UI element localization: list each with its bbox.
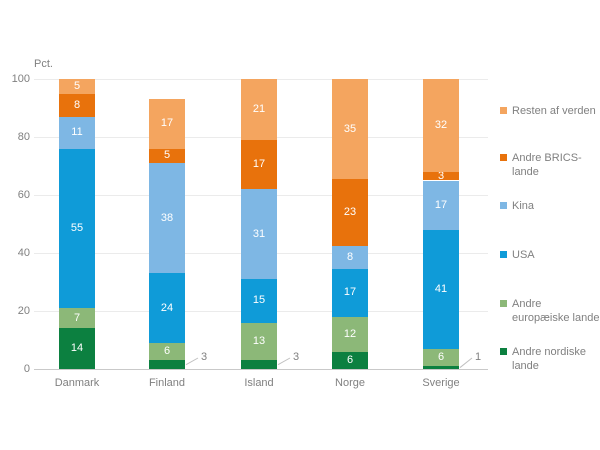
- x-axis-label-island: Island: [244, 377, 274, 389]
- y-axis-unit-label: Pct.: [34, 58, 53, 70]
- bar-segment-island-andre-europ-iske-lande: 13: [241, 322, 277, 361]
- segment-value-label: 17: [252, 158, 266, 171]
- bar-segment-danmark-resten-af-verden: 5: [59, 79, 95, 94]
- x-axis-label-danmark: Danmark: [54, 377, 100, 389]
- bar-segment-norge-andre-europ-iske-lande: 12: [332, 317, 368, 352]
- segment-value-label: 6: [346, 353, 354, 366]
- segment-value-label: 55: [70, 221, 84, 234]
- bar-segment-finland-usa: 24: [149, 273, 185, 343]
- bar-segment-sverige-andre-europ-iske-lande: 6: [423, 348, 459, 367]
- x-axis-label-finland: Finland: [148, 377, 186, 389]
- bar-segment-island-andre-brics-lande: 17: [241, 139, 277, 190]
- bar-segment-danmark-andre-nordiske-lande: 14: [59, 328, 95, 369]
- bar-segment-danmark-kina: 11: [59, 116, 95, 149]
- y-axis-tick-40: 40: [17, 247, 30, 259]
- bar-segment-sverige-resten-af-verden: 32: [423, 79, 459, 172]
- segment-value-label: 38: [160, 211, 174, 224]
- legend-label: Kina: [512, 200, 535, 212]
- legend-item-andre-europ-iske-lande: Andre europæiske lande: [500, 297, 600, 325]
- segment-value-label: 11: [71, 126, 83, 139]
- bar-segment-norge-resten-af-verden: 35: [332, 79, 368, 180]
- bar-segment-norge-kina: 8: [332, 245, 368, 269]
- bar-segment-danmark-andre-europ-iske-lande: 7: [59, 308, 95, 329]
- segment-value-label: 5: [163, 149, 171, 162]
- segment-value-label: 17: [160, 117, 174, 130]
- bar-segment-sverige-kina: 17: [423, 180, 459, 230]
- legend-label: USA: [512, 249, 535, 261]
- bar-segment-norge-andre-nordiske-lande: 6: [332, 351, 368, 369]
- bar-segment-island-kina: 31: [241, 189, 277, 280]
- legend-label: Resten af verden: [512, 105, 596, 117]
- outside-value-label-sverige: 1: [475, 351, 482, 363]
- leader-line-finland: [185, 357, 199, 366]
- segment-value-label: 8: [73, 98, 81, 111]
- legend-swatch-icon: [500, 107, 507, 114]
- segment-value-label: 14: [70, 342, 84, 355]
- bar-segment-island-andre-nordiske-lande: [241, 360, 277, 369]
- bar-segment-norge-andre-brics-lande: 23: [332, 179, 368, 246]
- segment-value-label: 31: [252, 227, 266, 240]
- segment-value-label: 6: [437, 350, 445, 363]
- y-axis-tick-20: 20: [17, 305, 30, 317]
- segment-value-label: 23: [343, 206, 357, 218]
- legend-label: Andre BRICS-lande: [512, 152, 582, 178]
- segment-value-label: 5: [73, 79, 81, 92]
- legend-label: Andre nordiske lande: [512, 346, 586, 372]
- segment-value-label: 17: [434, 198, 448, 211]
- segment-value-label: 32: [434, 118, 448, 131]
- bar-segment-island-resten-af-verden: 21: [241, 79, 277, 140]
- legend-label: Andre europæiske lande: [512, 298, 600, 324]
- y-axis-tick-80: 80: [17, 131, 30, 143]
- bar-segment-finland-andre-europ-iske-lande: 6: [149, 342, 185, 361]
- bar-segment-sverige-andre-brics-lande: 3: [423, 169, 459, 182]
- y-axis-tick-0: 0: [23, 363, 30, 375]
- segment-value-label: 13: [252, 334, 266, 347]
- bar-segment-sverige-andre-nordiske-lande: [423, 366, 459, 369]
- bar-segment-sverige-usa: 41: [423, 229, 459, 349]
- x-axis-label-sverige: Sverige: [422, 377, 460, 389]
- legend-swatch-icon: [500, 154, 507, 161]
- legend-item-kina: Kina: [500, 199, 534, 213]
- outside-value-label-finland: 3: [201, 351, 208, 363]
- leader-line-sverige: [459, 357, 473, 368]
- legend-item-andre-nordiske-lande: Andre nordiske lande: [500, 345, 600, 373]
- legend-item-resten-af-verden: Resten af verden: [500, 104, 596, 118]
- outside-value-label-island: 3: [293, 351, 300, 363]
- legend-swatch-icon: [500, 202, 507, 209]
- y-axis-tick-100: 100: [11, 73, 30, 85]
- segment-value-label: 3: [437, 169, 445, 182]
- legend-swatch-icon: [500, 348, 507, 355]
- legend-item-andre-brics-lande: Andre BRICS-lande: [500, 151, 600, 179]
- segment-value-label: 12: [343, 328, 357, 341]
- bar-segment-finland-kina: 38: [149, 163, 185, 274]
- bar-segment-finland-resten-af-verden: 17: [149, 99, 185, 149]
- segment-value-label: 15: [252, 294, 266, 307]
- bar-segment-finland-andre-brics-lande: 5: [149, 148, 185, 164]
- bar-segment-danmark-andre-brics-lande: 8: [59, 93, 95, 117]
- bar-segment-finland-andre-nordiske-lande: [149, 360, 185, 369]
- x-axis-label-norge: Norge: [335, 377, 365, 389]
- segment-value-label: 7: [73, 311, 81, 324]
- bar-segment-danmark-usa: 55: [59, 148, 95, 309]
- gridline-0: [34, 369, 488, 370]
- legend-swatch-icon: [500, 251, 507, 258]
- segment-value-label: 8: [346, 250, 354, 263]
- leader-line-island: [277, 357, 291, 366]
- bar-segment-island-usa: 15: [241, 279, 277, 323]
- segment-value-label: 35: [343, 122, 357, 135]
- segment-value-label: 41: [434, 282, 448, 295]
- segment-value-label: 24: [160, 301, 174, 314]
- segment-value-label: 17: [343, 286, 357, 299]
- legend-swatch-icon: [500, 300, 507, 307]
- legend-item-usa: USA: [500, 248, 535, 262]
- segment-value-label: 6: [163, 345, 171, 358]
- y-axis-tick-60: 60: [17, 189, 30, 201]
- segment-value-label: 21: [252, 102, 266, 115]
- bar-segment-norge-usa: 17: [332, 268, 368, 318]
